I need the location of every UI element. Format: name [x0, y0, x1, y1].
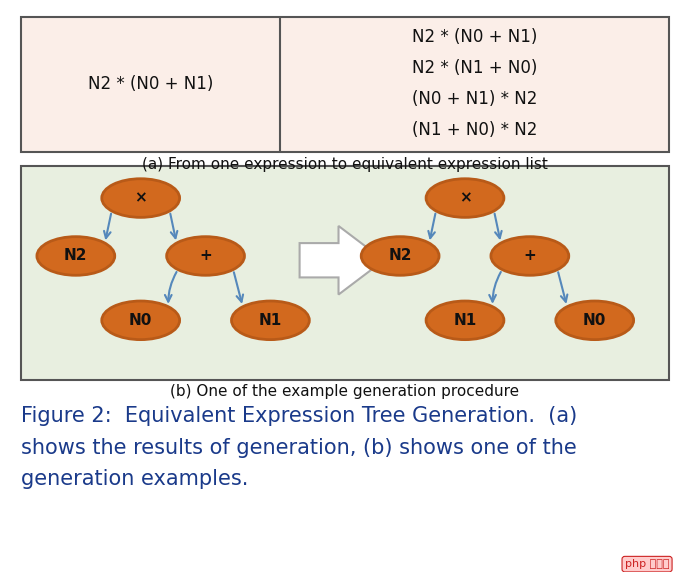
Text: N2: N2 [64, 248, 88, 264]
Text: N1: N1 [453, 313, 477, 328]
Text: +: + [524, 248, 536, 264]
Text: N2: N2 [388, 248, 412, 264]
Text: Figure 2:  Equivalent Expression Tree Generation.  (a): Figure 2: Equivalent Expression Tree Gen… [21, 406, 577, 426]
FancyBboxPatch shape [21, 17, 669, 152]
Ellipse shape [556, 301, 633, 340]
Text: shows the results of generation, (b) shows one of the: shows the results of generation, (b) sho… [21, 438, 576, 458]
Text: N1: N1 [259, 313, 282, 328]
Polygon shape [299, 226, 384, 295]
Ellipse shape [232, 301, 309, 340]
Ellipse shape [101, 178, 179, 217]
Text: N0: N0 [583, 313, 607, 328]
Text: +: + [199, 248, 212, 264]
Text: ×: × [135, 190, 147, 205]
Ellipse shape [101, 301, 179, 340]
Ellipse shape [426, 178, 504, 217]
Text: N2 * (N0 + N1): N2 * (N0 + N1) [88, 76, 213, 93]
Ellipse shape [361, 237, 439, 275]
Text: N0: N0 [129, 313, 152, 328]
FancyBboxPatch shape [21, 166, 669, 380]
Ellipse shape [491, 237, 569, 275]
Text: (b) One of the example generation procedure: (b) One of the example generation proced… [170, 384, 520, 399]
Text: N2 * (N0 + N1): N2 * (N0 + N1) [412, 29, 538, 46]
Text: (N1 + N0) * N2: (N1 + N0) * N2 [412, 121, 538, 139]
Ellipse shape [37, 237, 115, 275]
Text: (a) From one expression to equivalent expression list: (a) From one expression to equivalent ex… [142, 157, 548, 172]
Text: N2 * (N1 + N0): N2 * (N1 + N0) [412, 59, 538, 77]
Text: generation examples.: generation examples. [21, 469, 248, 489]
Text: php 中文网: php 中文网 [625, 559, 669, 569]
Text: (N0 + N1) * N2: (N0 + N1) * N2 [412, 90, 538, 108]
Ellipse shape [426, 301, 504, 340]
Ellipse shape [166, 237, 244, 275]
Text: ×: × [459, 190, 471, 205]
